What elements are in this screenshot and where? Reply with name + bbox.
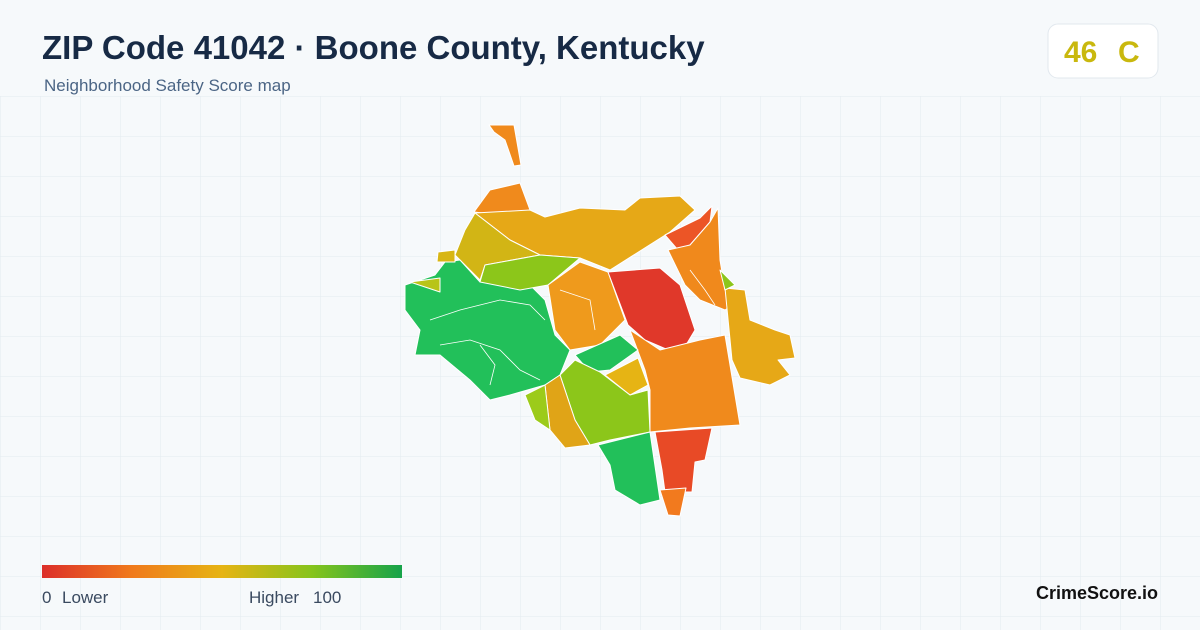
boundary [559, 289, 596, 331]
zip-map [404, 124, 796, 517]
area [547, 261, 626, 351]
subtitle: Neighborhood Safety Score map [44, 76, 291, 95]
legend-min-label: Lower [62, 588, 109, 607]
score-value: 46 [1064, 36, 1097, 69]
score-badge [1047, 23, 1159, 79]
boundary [429, 299, 546, 321]
area [724, 287, 796, 386]
area [488, 124, 522, 167]
title: ZIP Code 41042 · Boone County, Kentucky [42, 29, 705, 66]
area [524, 384, 551, 431]
brand: CrimeScore.io [1036, 583, 1158, 603]
boundary [439, 339, 541, 381]
area [436, 249, 456, 263]
legend-scale [42, 565, 402, 578]
area [629, 329, 741, 433]
legend-max: 100 [313, 588, 341, 607]
area [654, 427, 713, 493]
score-grade: C [1118, 36, 1140, 69]
area [719, 269, 736, 291]
legend-min: 0 [42, 588, 51, 607]
area [607, 267, 696, 356]
area [597, 431, 661, 506]
legend-max-label: Higher [249, 588, 299, 607]
boundary [689, 269, 716, 306]
area [659, 487, 687, 517]
area [409, 277, 441, 293]
boundary [479, 344, 496, 386]
